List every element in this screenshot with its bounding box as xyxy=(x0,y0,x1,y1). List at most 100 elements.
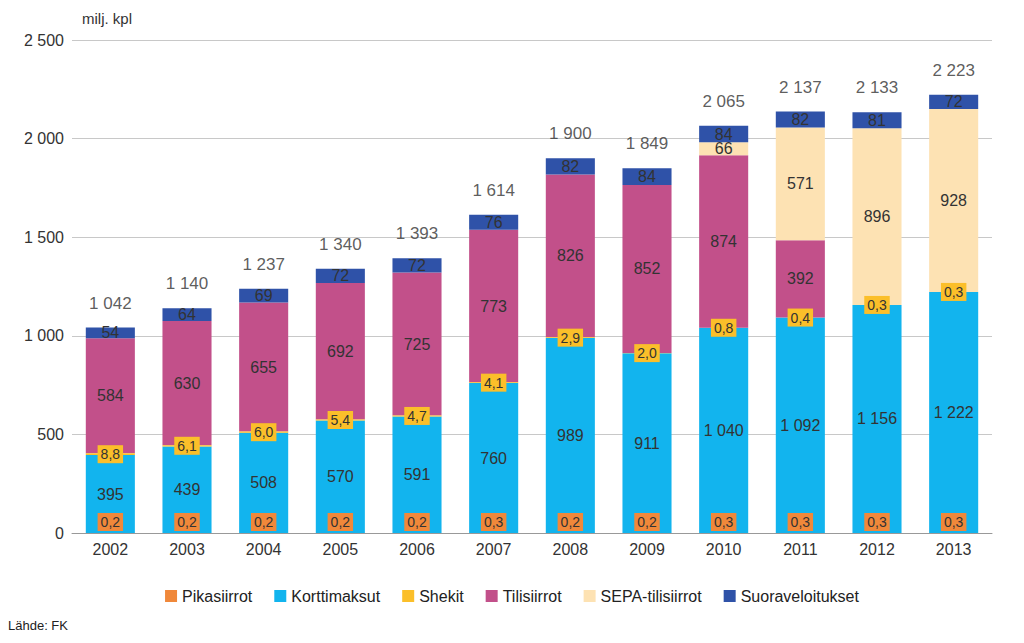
svg-text:81: 81 xyxy=(868,112,886,129)
svg-text:692: 692 xyxy=(327,343,354,360)
svg-text:1 500: 1 500 xyxy=(24,229,64,246)
svg-text:760: 760 xyxy=(480,450,507,467)
svg-text:571: 571 xyxy=(787,175,814,192)
svg-text:584: 584 xyxy=(97,387,124,404)
svg-text:2009: 2009 xyxy=(629,541,665,558)
svg-text:591: 591 xyxy=(404,466,431,483)
svg-text:2006: 2006 xyxy=(399,541,435,558)
svg-text:5,4: 5,4 xyxy=(331,412,351,428)
svg-text:Tilisiirrot: Tilisiirrot xyxy=(503,588,563,605)
svg-text:655: 655 xyxy=(250,359,277,376)
svg-text:1 237: 1 237 xyxy=(242,255,285,274)
svg-text:0,2: 0,2 xyxy=(331,514,351,530)
svg-text:84: 84 xyxy=(638,168,656,185)
svg-text:1 156: 1 156 xyxy=(857,410,897,427)
svg-text:2013: 2013 xyxy=(936,541,972,558)
svg-text:500: 500 xyxy=(37,426,64,443)
html-text:Lähde: FK: Lähde: FK xyxy=(8,618,68,633)
svg-text:1 140: 1 140 xyxy=(166,274,209,293)
svg-text:2,0: 2,0 xyxy=(637,345,657,361)
svg-text:76: 76 xyxy=(485,214,503,231)
svg-text:1 849: 1 849 xyxy=(626,134,669,153)
svg-text:2 137: 2 137 xyxy=(779,78,822,97)
svg-text:725: 725 xyxy=(404,336,431,353)
svg-text:928: 928 xyxy=(940,192,967,209)
svg-text:2 065: 2 065 xyxy=(702,92,745,111)
svg-text:0,3: 0,3 xyxy=(867,514,887,530)
svg-text:874: 874 xyxy=(710,233,737,250)
svg-text:989: 989 xyxy=(557,427,584,444)
svg-text:439: 439 xyxy=(174,481,201,498)
svg-text:896: 896 xyxy=(864,208,891,225)
svg-text:1 340: 1 340 xyxy=(319,235,362,254)
svg-text:Korttimaksut: Korttimaksut xyxy=(291,588,380,605)
svg-text:2008: 2008 xyxy=(553,541,589,558)
svg-text:66: 66 xyxy=(715,140,733,157)
svg-text:64: 64 xyxy=(178,306,196,323)
svg-text:2 133: 2 133 xyxy=(856,78,899,97)
svg-text:852: 852 xyxy=(634,260,661,277)
svg-text:82: 82 xyxy=(561,158,579,175)
svg-text:72: 72 xyxy=(331,267,349,284)
svg-text:2 223: 2 223 xyxy=(932,61,975,80)
svg-text:2 500: 2 500 xyxy=(24,32,64,49)
svg-text:0,3: 0,3 xyxy=(791,514,811,530)
svg-text:1 222: 1 222 xyxy=(934,404,974,421)
svg-text:0,2: 0,2 xyxy=(177,514,197,530)
svg-text:6,1: 6,1 xyxy=(177,438,197,454)
svg-text:2007: 2007 xyxy=(476,541,512,558)
svg-text:2012: 2012 xyxy=(859,541,895,558)
svg-text:82: 82 xyxy=(791,111,809,128)
svg-text:570: 570 xyxy=(327,468,354,485)
svg-text:2 000: 2 000 xyxy=(24,130,64,147)
svg-text:69: 69 xyxy=(255,287,273,304)
svg-text:2004: 2004 xyxy=(246,541,282,558)
svg-text:0,3: 0,3 xyxy=(714,514,734,530)
svg-text:773: 773 xyxy=(480,298,507,315)
svg-text:0,2: 0,2 xyxy=(407,514,427,530)
svg-text:0,3: 0,3 xyxy=(944,514,964,530)
svg-text:2003: 2003 xyxy=(169,541,205,558)
svg-text:Suoraveloitukset: Suoraveloitukset xyxy=(741,588,860,605)
svg-text:0,2: 0,2 xyxy=(561,514,581,530)
svg-text:54: 54 xyxy=(101,324,119,341)
svg-text:milj. kpl: milj. kpl xyxy=(82,10,132,27)
svg-text:0,2: 0,2 xyxy=(637,514,657,530)
svg-text:72: 72 xyxy=(945,93,963,110)
svg-text:1 040: 1 040 xyxy=(704,422,744,439)
svg-text:0: 0 xyxy=(55,525,64,542)
svg-text:630: 630 xyxy=(174,375,201,392)
svg-text:0,8: 0,8 xyxy=(714,320,734,336)
svg-text:72: 72 xyxy=(408,257,426,274)
svg-text:2011: 2011 xyxy=(783,541,818,558)
svg-text:508: 508 xyxy=(250,474,277,491)
svg-text:0,2: 0,2 xyxy=(101,514,121,530)
svg-text:2,9: 2,9 xyxy=(561,330,581,346)
svg-text:0,3: 0,3 xyxy=(484,514,504,530)
svg-text:1 393: 1 393 xyxy=(396,224,439,243)
svg-text:2005: 2005 xyxy=(323,541,359,558)
svg-text:2002: 2002 xyxy=(93,541,129,558)
svg-text:1 614: 1 614 xyxy=(472,181,515,200)
svg-text:395: 395 xyxy=(97,486,124,503)
svg-text:1 042: 1 042 xyxy=(89,294,132,313)
svg-text:0,4: 0,4 xyxy=(791,310,811,326)
svg-text:2010: 2010 xyxy=(706,541,742,558)
svg-text:0,3: 0,3 xyxy=(867,297,887,313)
svg-text:1 000: 1 000 xyxy=(24,327,64,344)
svg-text:84: 84 xyxy=(715,126,733,143)
svg-text:8,8: 8,8 xyxy=(101,446,121,462)
svg-text:1 092: 1 092 xyxy=(780,417,820,434)
svg-text:SEPA-tilisiirrot: SEPA-tilisiirrot xyxy=(601,588,703,605)
svg-text:392: 392 xyxy=(787,270,814,287)
svg-text:1 900: 1 900 xyxy=(549,124,592,143)
svg-text:4,7: 4,7 xyxy=(407,408,427,424)
svg-text:826: 826 xyxy=(557,247,584,264)
svg-text:Pikasiirrot: Pikasiirrot xyxy=(182,588,253,605)
svg-text:6,0: 6,0 xyxy=(254,424,274,440)
svg-text:0,2: 0,2 xyxy=(254,514,274,530)
svg-text:4,1: 4,1 xyxy=(484,375,504,391)
svg-text:Shekit: Shekit xyxy=(419,588,464,605)
svg-text:0,3: 0,3 xyxy=(944,284,964,300)
svg-text:911: 911 xyxy=(634,435,660,452)
